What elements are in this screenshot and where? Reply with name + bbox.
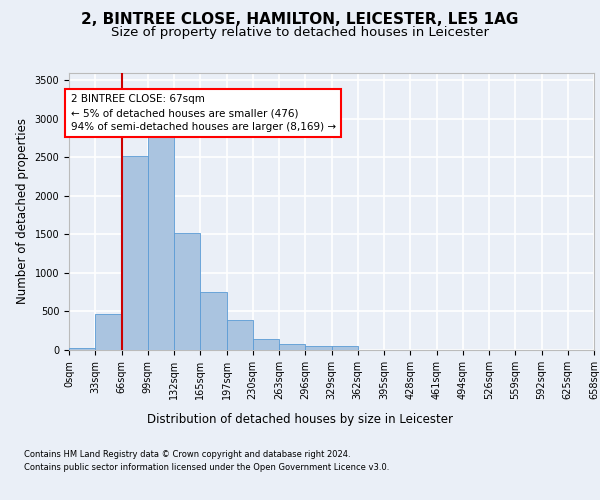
Bar [200, 292, 227, 350]
Text: 2, BINTREE CLOSE, HAMILTON, LEICESTER, LE5 1AG: 2, BINTREE CLOSE, HAMILTON, LEICESTER, L… [82, 12, 518, 28]
Bar [174, 233, 200, 350]
Text: Contains public sector information licensed under the Open Government Licence v3: Contains public sector information licen… [24, 462, 389, 471]
Text: Size of property relative to detached houses in Leicester: Size of property relative to detached ho… [111, 26, 489, 39]
Y-axis label: Number of detached properties: Number of detached properties [16, 118, 29, 304]
Bar [331, 346, 358, 350]
Bar [279, 344, 305, 350]
Text: Contains HM Land Registry data © Crown copyright and database right 2024.: Contains HM Land Registry data © Crown c… [24, 450, 350, 459]
Bar [148, 132, 174, 350]
Bar [253, 339, 279, 350]
Bar [121, 156, 148, 350]
Text: 2 BINTREE CLOSE: 67sqm
← 5% of detached houses are smaller (476)
94% of semi-det: 2 BINTREE CLOSE: 67sqm ← 5% of detached … [71, 94, 336, 132]
Bar [227, 320, 253, 350]
Bar [69, 348, 95, 350]
Bar [95, 314, 121, 350]
Text: Distribution of detached houses by size in Leicester: Distribution of detached houses by size … [147, 412, 453, 426]
Bar [305, 346, 331, 350]
